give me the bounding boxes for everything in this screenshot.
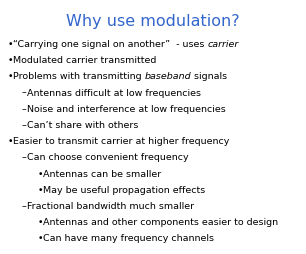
Text: Noise and interference at low frequencies: Noise and interference at low frequencie… [27, 105, 226, 114]
Text: •: • [38, 234, 43, 243]
Text: Why use modulation?: Why use modulation? [66, 14, 240, 29]
Text: –: – [22, 202, 27, 211]
Text: Can choose convenient frequency: Can choose convenient frequency [27, 153, 188, 162]
Text: •: • [38, 218, 43, 227]
Text: “Carrying one signal on another”  - uses: “Carrying one signal on another” - uses [13, 40, 207, 49]
Text: Antennas and other components easier to design: Antennas and other components easier to … [43, 218, 278, 227]
Text: Modulated carrier transmitted: Modulated carrier transmitted [13, 56, 156, 65]
Text: •: • [8, 137, 13, 146]
Text: •: • [8, 40, 13, 49]
Text: •: • [38, 186, 43, 195]
Text: baseband: baseband [145, 72, 191, 81]
Text: •: • [8, 56, 13, 65]
Text: –: – [22, 153, 27, 162]
Text: –: – [22, 105, 27, 114]
Text: Antennas difficult at low frequencies: Antennas difficult at low frequencies [27, 89, 201, 98]
Text: Can have many frequency channels: Can have many frequency channels [43, 234, 214, 243]
Text: May be useful propagation effects: May be useful propagation effects [43, 186, 205, 195]
Text: –: – [22, 121, 27, 130]
Text: carrier: carrier [207, 40, 239, 49]
Text: Fractional bandwidth much smaller: Fractional bandwidth much smaller [27, 202, 194, 211]
Text: –: – [22, 89, 27, 98]
Text: Problems with transmitting: Problems with transmitting [13, 72, 145, 81]
Text: •: • [38, 170, 43, 179]
Text: signals: signals [191, 72, 227, 81]
Text: Can’t share with others: Can’t share with others [27, 121, 138, 130]
Text: •: • [8, 72, 13, 81]
Text: Easier to transmit carrier at higher frequency: Easier to transmit carrier at higher fre… [13, 137, 230, 146]
Text: Antennas can be smaller: Antennas can be smaller [43, 170, 161, 179]
